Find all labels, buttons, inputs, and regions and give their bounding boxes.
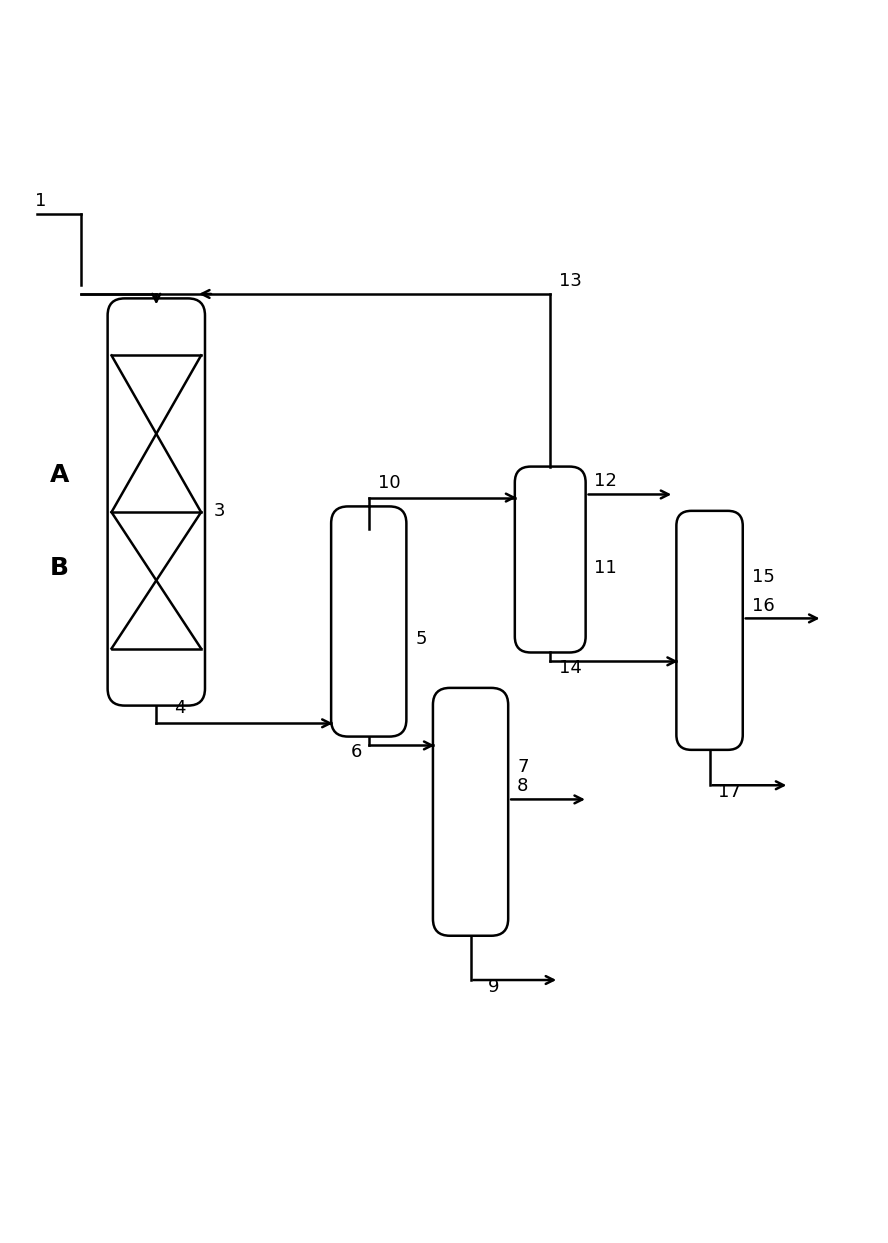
- Text: 1: 1: [35, 191, 46, 210]
- Text: 16: 16: [751, 597, 774, 615]
- Text: A: A: [50, 464, 69, 487]
- Text: 17: 17: [718, 783, 741, 802]
- Text: 10: 10: [377, 475, 400, 492]
- Text: 13: 13: [559, 271, 582, 290]
- Text: 14: 14: [559, 659, 582, 677]
- Text: 6: 6: [351, 743, 362, 762]
- Text: 8: 8: [517, 777, 528, 796]
- Text: 3: 3: [214, 502, 226, 520]
- Text: 12: 12: [594, 472, 617, 490]
- FancyBboxPatch shape: [515, 466, 585, 653]
- FancyBboxPatch shape: [433, 687, 508, 936]
- Text: 7: 7: [517, 758, 528, 777]
- Text: 9: 9: [488, 978, 500, 996]
- Text: 11: 11: [594, 559, 617, 577]
- FancyBboxPatch shape: [677, 511, 742, 750]
- FancyBboxPatch shape: [331, 506, 407, 737]
- Text: B: B: [50, 557, 69, 580]
- FancyBboxPatch shape: [107, 298, 205, 706]
- Text: 5: 5: [416, 630, 427, 648]
- Text: 15: 15: [751, 568, 774, 587]
- Text: 4: 4: [174, 699, 186, 717]
